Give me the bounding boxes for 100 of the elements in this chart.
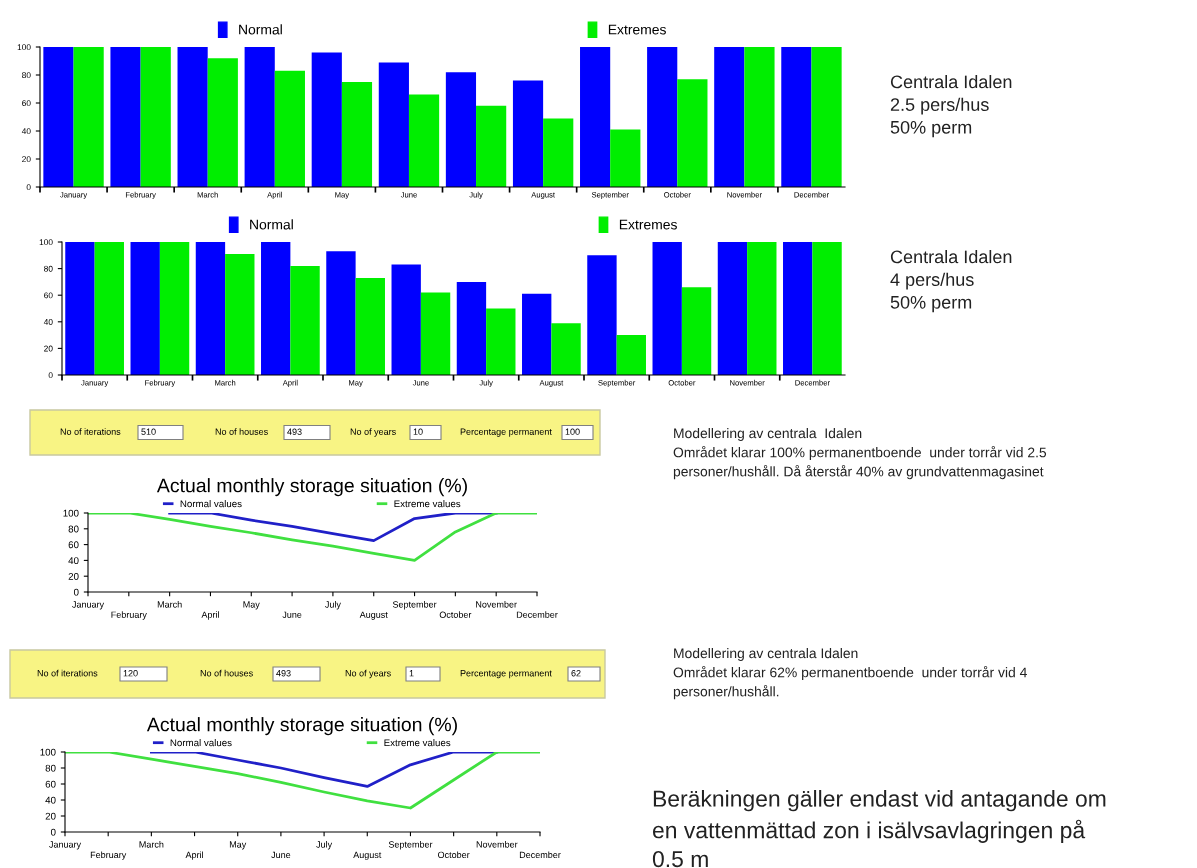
- x-tick-label: May: [229, 841, 247, 850]
- y-tick-label: 40: [68, 557, 79, 565]
- text: 510: [141, 428, 156, 435]
- y-tick-label: 60: [45, 780, 56, 788]
- x-tick-label: August: [359, 611, 388, 620]
- line-series: [65, 752, 540, 810]
- text: No of years: [345, 669, 391, 679]
- x-tick-label: December: [519, 851, 561, 859]
- bar: [274, 70, 305, 187]
- text: Modellering av centrala Idalen Området klarar 62% permanentboende under torrår vid 4 personer/hushåll.: [673, 648, 1027, 700]
- text: Centrala Idalen 4 pers/hus 50% perm: [890, 250, 1012, 313]
- bar: [610, 129, 641, 187]
- y-tick-label: 100: [17, 44, 31, 51]
- y-tick-label: 0: [50, 828, 56, 836]
- y-tick-label: 80: [45, 764, 56, 772]
- legend-label: Extremes: [608, 24, 666, 35]
- y-tick-label: 0: [48, 372, 53, 379]
- x-tick-label: July: [316, 841, 333, 850]
- y-tick-label: 100: [63, 509, 79, 517]
- x-tick-label: June: [282, 611, 302, 618]
- bar: [677, 79, 708, 187]
- bar: [110, 47, 141, 187]
- x-tick-label: January: [49, 841, 82, 850]
- bar: [747, 242, 777, 375]
- bar: [551, 323, 581, 375]
- bar: [811, 47, 842, 187]
- x-tick-label: December: [516, 611, 558, 618]
- x-tick-label: February: [111, 611, 147, 620]
- legend-label: Normal: [239, 24, 282, 35]
- bar: [420, 292, 451, 375]
- bar: [652, 242, 682, 375]
- bar: [244, 47, 275, 187]
- line-series: [88, 513, 537, 562]
- legend-label: Extremes: [619, 219, 677, 230]
- y-tick-label: 100: [40, 748, 56, 756]
- bar: [130, 242, 160, 375]
- x-tick-label: March: [139, 841, 164, 848]
- x-tick-label: September: [388, 841, 433, 850]
- bar: [159, 242, 190, 375]
- bar: [681, 287, 712, 375]
- text: 493: [276, 670, 291, 677]
- x-tick-label: June: [271, 851, 291, 859]
- bar: [580, 47, 611, 187]
- bar: [140, 47, 171, 187]
- bar: [812, 242, 842, 375]
- x-tick-label: July: [325, 601, 341, 610]
- text: Percentage permanent: [460, 428, 552, 437]
- bar: [43, 47, 74, 187]
- bar: [543, 118, 574, 187]
- legend-label: Normal: [250, 219, 293, 230]
- bar: [261, 242, 291, 375]
- bar: [408, 94, 440, 187]
- bar: [207, 58, 238, 187]
- bar: [177, 47, 208, 187]
- bar: [311, 52, 342, 187]
- x-tick-label: March: [157, 601, 182, 608]
- text: Percentage permanent: [460, 670, 552, 679]
- bar: [326, 251, 356, 375]
- bar: [616, 335, 646, 375]
- bar: [744, 47, 775, 187]
- bar: [714, 47, 745, 187]
- text: 120: [123, 670, 138, 677]
- x-tick-label: November: [476, 841, 518, 848]
- bar: [512, 80, 544, 187]
- y-tick-label: 20: [68, 572, 79, 580]
- bar: [781, 47, 812, 187]
- bar: [647, 47, 678, 187]
- text: No of houses: [200, 669, 253, 677]
- y-tick-label: 40: [43, 319, 53, 325]
- bar: [476, 105, 507, 187]
- y-tick-label: 80: [68, 525, 79, 533]
- x-tick-label: August: [353, 851, 382, 860]
- legend-label: Normal values: [180, 500, 242, 508]
- x-tick-label: May: [243, 601, 260, 610]
- text: Beräkningen gäller endast vid antagande om en vattenmättad zon i isälvsavlagringen på 0.5 m: [652, 790, 1106, 868]
- bar: [717, 242, 748, 375]
- x-tick-label: October: [439, 611, 472, 618]
- chart-title: Actual monthly storage situation (%): [156, 478, 467, 497]
- y-tick-label: 60: [44, 292, 53, 299]
- y-tick-label: 60: [22, 100, 31, 107]
- y-tick-label: 40: [45, 796, 56, 804]
- x-tick-label: September: [392, 601, 437, 610]
- y-tick-label: 20: [45, 812, 56, 820]
- y-tick-label: 60: [68, 541, 79, 549]
- y-tick-label: 20: [22, 156, 31, 163]
- bar: [65, 242, 95, 375]
- text: No of houses: [215, 428, 268, 435]
- x-tick-label: April: [201, 611, 219, 620]
- y-tick-label: 0: [26, 184, 31, 191]
- x-tick-label: January: [72, 601, 105, 610]
- bar: [94, 242, 124, 375]
- text: No of years: [350, 428, 396, 437]
- text: 1: [409, 670, 414, 677]
- text: 100: [565, 428, 580, 435]
- legend-label: Extreme values: [384, 739, 451, 747]
- text: 493: [287, 428, 302, 435]
- bar: [486, 308, 516, 375]
- bar: [290, 265, 320, 375]
- bar: [378, 62, 409, 187]
- bar: [195, 242, 226, 375]
